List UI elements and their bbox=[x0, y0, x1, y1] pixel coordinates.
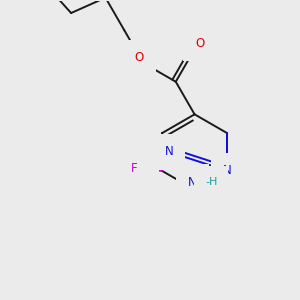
Text: O: O bbox=[195, 37, 204, 50]
Text: N: N bbox=[165, 146, 174, 158]
Text: -H: -H bbox=[205, 177, 217, 188]
Text: O: O bbox=[135, 52, 144, 64]
Text: F: F bbox=[131, 162, 138, 175]
Text: N: N bbox=[188, 176, 197, 189]
Text: F: F bbox=[141, 164, 148, 177]
Text: N: N bbox=[223, 164, 232, 177]
